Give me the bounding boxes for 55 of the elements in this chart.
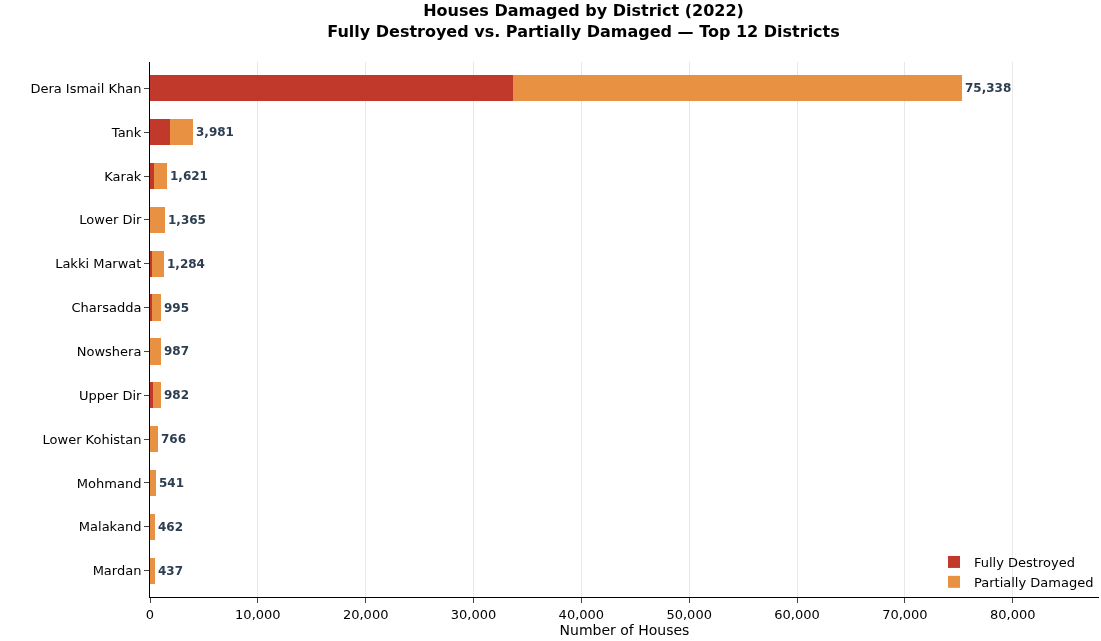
bar — [150, 557, 155, 584]
bar — [170, 119, 193, 146]
y-tick-label: Tank — [110, 124, 142, 140]
bar — [151, 294, 161, 321]
total-label: 987 — [164, 344, 190, 358]
total-label: 3,981 — [196, 125, 234, 139]
x-tick-label: 60,000 — [774, 606, 820, 622]
x-tick-label: 70,000 — [882, 606, 928, 622]
total-label: 995 — [164, 301, 190, 315]
y-tick-label: Karak — [104, 168, 142, 184]
total-label: 541 — [159, 476, 185, 490]
total-label: 766 — [161, 432, 187, 446]
bar — [150, 119, 171, 146]
bar — [152, 250, 164, 277]
total-label: 437 — [158, 564, 184, 578]
x-tick-label: 30,000 — [450, 606, 497, 622]
bar — [154, 162, 168, 190]
x-tick-label: 20,000 — [342, 606, 389, 622]
y-tick-label: Mohmand — [76, 475, 142, 491]
total-label: 462 — [158, 520, 184, 534]
bar — [150, 250, 153, 277]
y-tick-label: Lower Dir — [79, 212, 143, 228]
y-tick-label: Lower Kohistan — [42, 431, 142, 447]
chart-subtitle: Fully Destroyed vs. Partially Damaged — Top 12 Districts — [327, 21, 840, 41]
x-tick-label: 50,000 — [666, 606, 712, 622]
total-label: 982 — [164, 388, 190, 402]
bar — [150, 425, 159, 453]
bar — [150, 338, 161, 365]
legend-label: Fully Destroyed — [974, 555, 1075, 571]
y-tick-label: Malakand — [78, 519, 142, 535]
bar — [150, 513, 155, 540]
bar — [150, 206, 165, 234]
bar — [150, 162, 155, 190]
y-tick-label: Lakki Marwat — [55, 256, 142, 272]
x-tick-label: 10,000 — [235, 606, 281, 622]
bar — [150, 75, 514, 102]
bar — [153, 382, 161, 409]
total-label: 75,338 — [965, 81, 1012, 95]
x-tick-label: 80,000 — [989, 606, 1036, 622]
legend-label: Partially Damaged — [974, 574, 1094, 590]
y-tick-label: Dera Ismail Khan — [30, 80, 142, 96]
bar — [513, 75, 963, 102]
total-label: 1,621 — [170, 169, 208, 183]
bar — [150, 469, 156, 497]
x-axis-title: Number of Houses — [559, 621, 690, 638]
x-tick-label: 0 — [145, 606, 155, 622]
chart-title: Houses Damaged by District (2022) — [423, 1, 744, 21]
bar — [150, 382, 154, 409]
total-label: 1,365 — [168, 213, 206, 227]
total-label: 1,284 — [167, 257, 205, 271]
y-tick-label: Charsadda — [71, 300, 142, 316]
x-tick-label: 40,000 — [558, 606, 605, 622]
y-tick-label: Nowshera — [76, 343, 142, 359]
y-tick-label: Upper Dir — [78, 387, 143, 403]
y-tick-label: Mardan — [92, 563, 142, 579]
